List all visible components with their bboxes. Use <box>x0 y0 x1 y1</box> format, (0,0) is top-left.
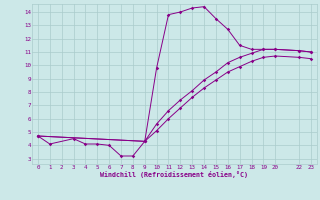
X-axis label: Windchill (Refroidissement éolien,°C): Windchill (Refroidissement éolien,°C) <box>100 171 248 178</box>
